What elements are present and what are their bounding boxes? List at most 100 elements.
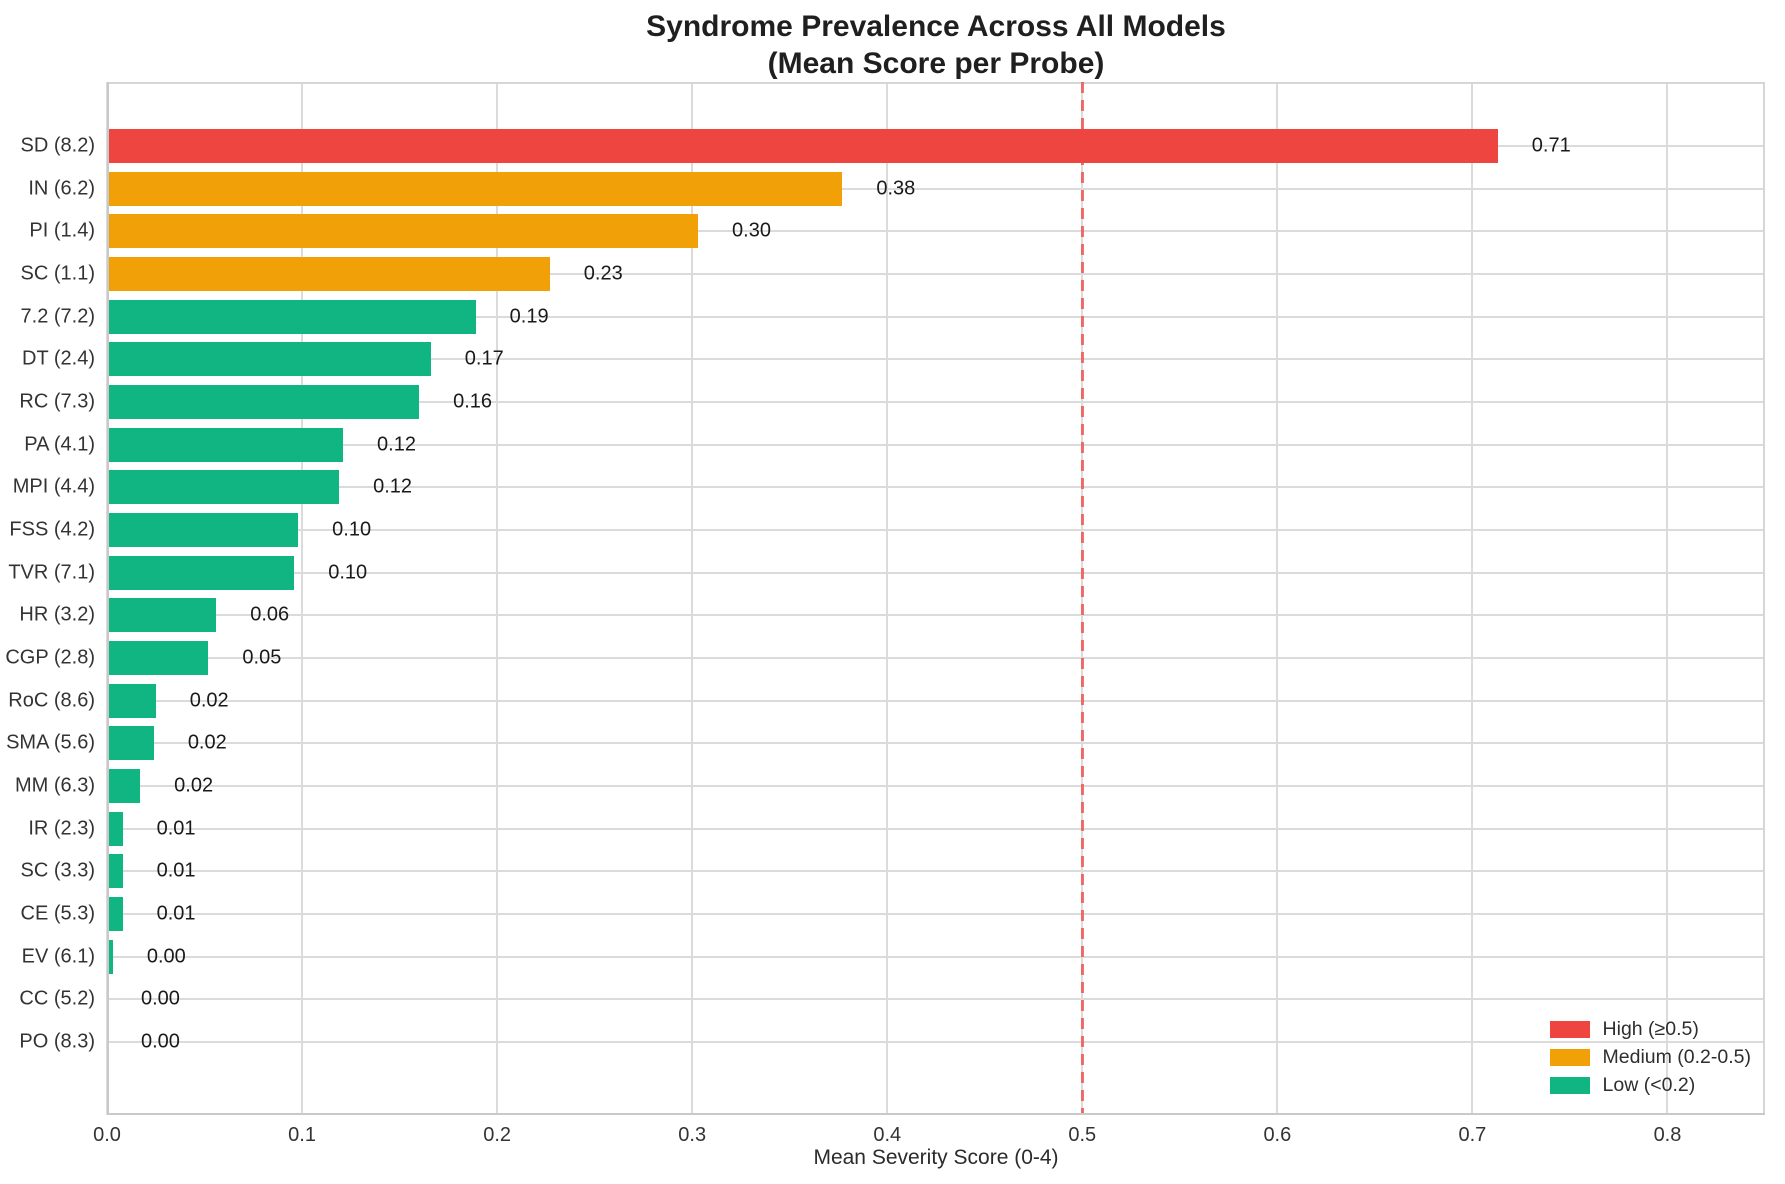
y-gridline bbox=[107, 955, 1765, 958]
x-tick-label-0.2: 0.2 bbox=[483, 1124, 512, 1146]
bar-7.2 (7.2) bbox=[107, 299, 476, 334]
y-tick-label-SC (1.1): SC (1.1) bbox=[20, 262, 95, 285]
y-gridline bbox=[107, 785, 1765, 788]
right-spine bbox=[1763, 82, 1765, 1115]
bar-SD (8.2) bbox=[107, 129, 1498, 163]
bar-value-label-MPI (4.4): 0.12 bbox=[373, 475, 413, 498]
y-tick-label-SC (3.3): SC (3.3) bbox=[20, 859, 95, 882]
y-tick-label-HR (3.2): HR (3.2) bbox=[19, 603, 95, 626]
y-gridline bbox=[107, 699, 1765, 702]
y-tick-label-RC (7.3): RC (7.3) bbox=[19, 390, 95, 413]
bar-RoC (8.6) bbox=[107, 683, 156, 718]
left-spine bbox=[107, 82, 109, 1115]
bar-value-label-RC (7.3): 0.16 bbox=[453, 390, 493, 413]
bar-IN (6.2) bbox=[107, 171, 843, 206]
y-gridline bbox=[107, 529, 1765, 532]
chart-subtitle: (Mean Score per Probe) bbox=[767, 47, 1105, 80]
y-tick-label-MPI (4.4): MPI (4.4) bbox=[12, 475, 95, 498]
bar-value-label-FSS (4.2): 0.10 bbox=[332, 518, 372, 541]
bar-DT (2.4) bbox=[107, 342, 431, 377]
y-gridline bbox=[107, 913, 1765, 916]
y-gridline bbox=[107, 742, 1765, 745]
legend-entry-medium: Medium (0.2-0.5) bbox=[1549, 1043, 1751, 1071]
x-tick-label-0.0: 0.0 bbox=[93, 1124, 121, 1146]
x-gridline-0.8 bbox=[1666, 82, 1669, 1115]
x-tick-label-0.7: 0.7 bbox=[1458, 1124, 1487, 1146]
bar-PI (1.4) bbox=[107, 214, 699, 249]
bar-value-label-CC (5.2): 0.00 bbox=[141, 987, 180, 1010]
x-tick-label-0.1: 0.1 bbox=[288, 1124, 316, 1146]
y-tick-label-PI (1.4): PI (1.4) bbox=[29, 219, 95, 242]
y-tick-label-CE (5.3): CE (5.3) bbox=[20, 902, 95, 925]
x-gridline-0.4 bbox=[886, 82, 889, 1115]
x-gridline-0.2 bbox=[496, 82, 499, 1115]
bar-value-label-EV (6.1): 0.00 bbox=[146, 945, 186, 968]
y-tick-label-IN (6.2): IN (6.2) bbox=[28, 177, 95, 200]
x-tick-label-0.5: 0.5 bbox=[1068, 1124, 1097, 1146]
legend-label-medium: Medium (0.2-0.5) bbox=[1602, 1045, 1751, 1068]
y-gridline bbox=[107, 614, 1765, 617]
y-tick-label-MM (6.3): MM (6.3) bbox=[15, 774, 95, 797]
bar-HR (3.2) bbox=[107, 598, 217, 633]
y-gridline bbox=[107, 230, 1765, 233]
top-spine bbox=[107, 82, 1765, 84]
bar-value-label-SC (1.1): 0.23 bbox=[583, 262, 623, 285]
y-tick-label-SD (8.2): SD (8.2) bbox=[20, 134, 95, 157]
bar-value-label-IR (2.3): 0.01 bbox=[156, 817, 196, 840]
y-tick-label-TVR (7.1): TVR (7.1) bbox=[8, 561, 95, 584]
bar-IR (2.3) bbox=[107, 811, 123, 846]
legend-label-low: Low (<0.2) bbox=[1602, 1073, 1696, 1096]
bar-SMA (5.6) bbox=[107, 726, 154, 761]
bar-value-label-PI (1.4): 0.30 bbox=[732, 219, 771, 242]
y-gridline bbox=[107, 870, 1765, 873]
y-tick-label-PA (4.1): PA (4.1) bbox=[24, 433, 95, 456]
bar-value-label-HR (3.2): 0.06 bbox=[250, 603, 290, 626]
x-gridline-0.6 bbox=[1276, 82, 1279, 1115]
legend-swatch-medium bbox=[1549, 1048, 1590, 1066]
plot-area: 0.71 0.38 0.30 0.23 0.19 0.17 0.16 0.12 0.12 0.10… bbox=[106, 82, 1765, 1115]
y-tick-label-DT (2.4): DT (2.4) bbox=[22, 347, 95, 370]
bar-TVR (7.1) bbox=[107, 555, 295, 590]
legend-entry-low: Low (<0.2) bbox=[1549, 1071, 1751, 1099]
bar-PA (4.1) bbox=[107, 427, 344, 462]
bar-value-label-PA (4.1): 0.12 bbox=[377, 433, 416, 456]
y-gridline bbox=[107, 827, 1765, 830]
x-tick-label-0.8: 0.8 bbox=[1653, 1124, 1682, 1146]
bar-value-label-SMA (5.6): 0.02 bbox=[187, 731, 227, 754]
bar-MM (6.3) bbox=[107, 769, 141, 804]
bar-SC (3.3) bbox=[107, 854, 123, 889]
bar-EV (6.1) bbox=[107, 939, 113, 974]
bar-RC (7.3) bbox=[107, 385, 420, 420]
chart-title: Syndrome Prevalence Across All Models bbox=[646, 10, 1226, 43]
x-tick-label-0.6: 0.6 bbox=[1263, 1124, 1292, 1146]
y-tick-label-7.2 (7.2): 7.2 (7.2) bbox=[20, 305, 95, 328]
bar-CE (5.3) bbox=[107, 897, 123, 932]
x-axis-title: Mean Severity Score (0-4) bbox=[813, 1146, 1059, 1169]
chart-title-block: Syndrome Prevalence Across All Models (M… bbox=[107, 8, 1765, 82]
bar-value-label-DT (2.4): 0.17 bbox=[464, 347, 504, 370]
legend-swatch-high bbox=[1549, 1020, 1590, 1038]
y-gridline bbox=[107, 358, 1765, 361]
y-gridline bbox=[107, 443, 1765, 446]
legend-entry-high: High (≥0.5) bbox=[1549, 1015, 1751, 1043]
bar-value-label-RoC (8.6): 0.02 bbox=[189, 689, 229, 712]
y-tick-label-CC (5.2): CC (5.2) bbox=[19, 987, 95, 1010]
y-gridline bbox=[107, 187, 1765, 190]
bar-value-label-7.2 (7.2): 0.19 bbox=[509, 305, 549, 328]
y-tick-label-IR (2.3): IR (2.3) bbox=[28, 817, 95, 840]
y-gridline bbox=[107, 401, 1765, 404]
y-tick-label-SMA (5.6): SMA (5.6) bbox=[6, 731, 95, 754]
y-tick-label-EV (6.1): EV (6.1) bbox=[21, 945, 95, 968]
y-gridline bbox=[107, 1041, 1765, 1044]
y-gridline bbox=[107, 998, 1765, 1001]
legend-label-high: High (≥0.5) bbox=[1602, 1017, 1699, 1040]
y-tick-label-PO (8.3): PO (8.3) bbox=[19, 1030, 95, 1053]
bar-value-label-SC (3.3): 0.01 bbox=[156, 859, 196, 882]
y-tick-label-CGP (2.8): CGP (2.8) bbox=[5, 646, 95, 669]
bottom-spine bbox=[107, 1113, 1765, 1115]
x-gridline-0.3 bbox=[691, 82, 694, 1115]
bar-SC (1.1) bbox=[107, 257, 550, 291]
y-tick-label-RoC (8.6): RoC (8.6) bbox=[8, 689, 95, 712]
bar-value-label-SD (8.2): 0.71 bbox=[1531, 134, 1571, 157]
